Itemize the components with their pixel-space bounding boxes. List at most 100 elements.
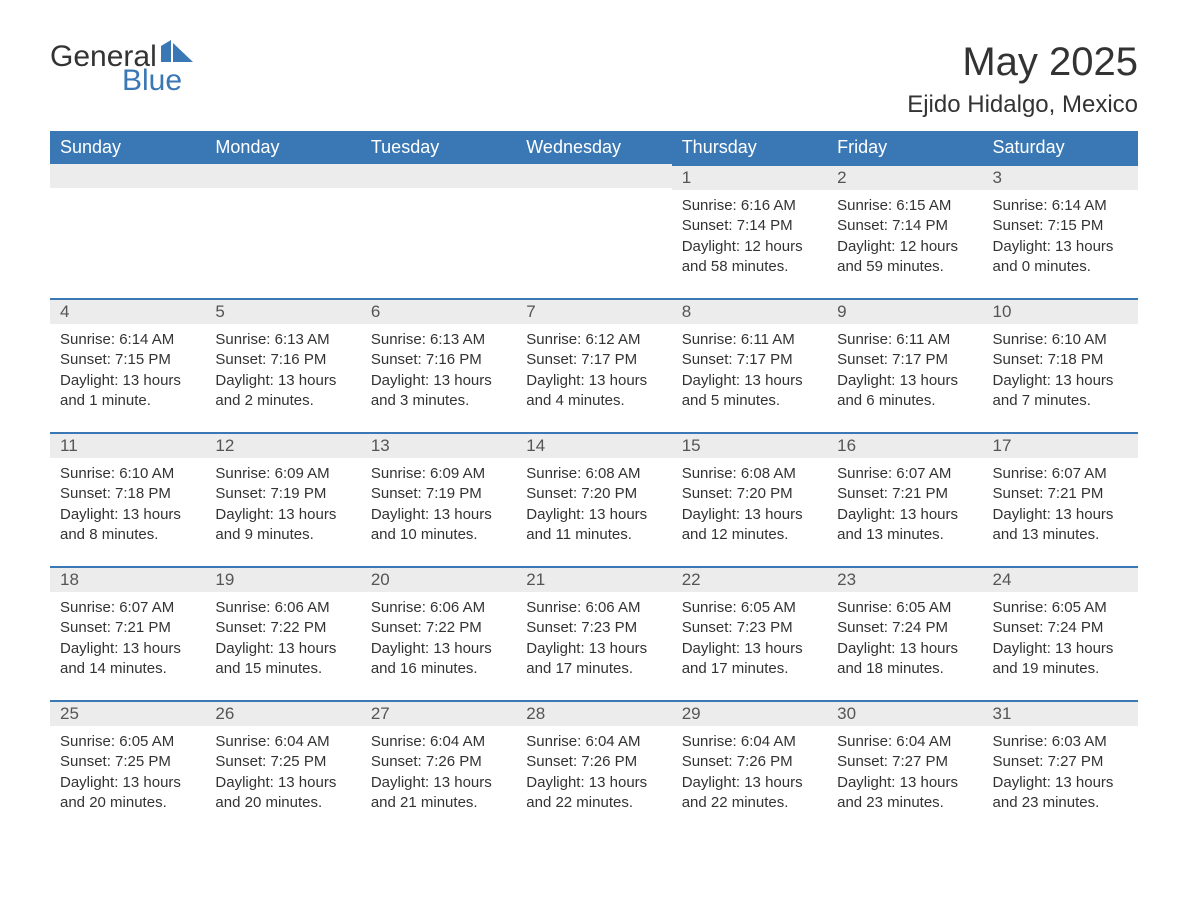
- day-details: Sunrise: 6:06 AMSunset: 7:23 PMDaylight:…: [516, 592, 671, 683]
- sunset-text: Sunset: 7:16 PM: [215, 350, 350, 370]
- sunrise-text: Sunrise: 6:04 AM: [371, 732, 506, 752]
- sunset-text: Sunset: 7:26 PM: [682, 752, 817, 772]
- sunrise-text: Sunrise: 6:04 AM: [215, 732, 350, 752]
- day-details: Sunrise: 6:06 AMSunset: 7:22 PMDaylight:…: [361, 592, 516, 683]
- day-details: Sunrise: 6:04 AMSunset: 7:25 PMDaylight:…: [205, 726, 360, 817]
- calendar-day-cell: 12Sunrise: 6:09 AMSunset: 7:19 PMDayligh…: [205, 432, 360, 566]
- calendar-day-cell: 13Sunrise: 6:09 AMSunset: 7:19 PMDayligh…: [361, 432, 516, 566]
- daylight-text-line2: and 7 minutes.: [993, 391, 1128, 411]
- day-details: Sunrise: 6:09 AMSunset: 7:19 PMDaylight:…: [361, 458, 516, 549]
- calendar-day-cell: [205, 164, 360, 298]
- day-number: 2: [827, 164, 982, 190]
- daylight-text-line1: Daylight: 13 hours: [371, 371, 506, 391]
- day-details: Sunrise: 6:03 AMSunset: 7:27 PMDaylight:…: [983, 726, 1138, 817]
- day-details: Sunrise: 6:07 AMSunset: 7:21 PMDaylight:…: [827, 458, 982, 549]
- day-details: Sunrise: 6:14 AMSunset: 7:15 PMDaylight:…: [50, 324, 205, 415]
- day-number: 30: [827, 700, 982, 726]
- day-number: 1: [672, 164, 827, 190]
- sunset-text: Sunset: 7:27 PM: [993, 752, 1128, 772]
- day-number: 19: [205, 566, 360, 592]
- day-number: 18: [50, 566, 205, 592]
- calendar-day-cell: 16Sunrise: 6:07 AMSunset: 7:21 PMDayligh…: [827, 432, 982, 566]
- daylight-text-line2: and 23 minutes.: [837, 793, 972, 813]
- day-details: Sunrise: 6:04 AMSunset: 7:27 PMDaylight:…: [827, 726, 982, 817]
- day-details: Sunrise: 6:05 AMSunset: 7:24 PMDaylight:…: [983, 592, 1138, 683]
- day-details: Sunrise: 6:11 AMSunset: 7:17 PMDaylight:…: [827, 324, 982, 415]
- calendar-table: SundayMondayTuesdayWednesdayThursdayFrid…: [50, 131, 1138, 834]
- sunset-text: Sunset: 7:17 PM: [682, 350, 817, 370]
- sunrise-text: Sunrise: 6:11 AM: [837, 330, 972, 350]
- day-details: Sunrise: 6:15 AMSunset: 7:14 PMDaylight:…: [827, 190, 982, 281]
- sunrise-text: Sunrise: 6:07 AM: [60, 598, 195, 618]
- daylight-text-line1: Daylight: 13 hours: [993, 773, 1128, 793]
- calendar-week-row: 25Sunrise: 6:05 AMSunset: 7:25 PMDayligh…: [50, 700, 1138, 834]
- day-number: 10: [983, 298, 1138, 324]
- day-details: Sunrise: 6:04 AMSunset: 7:26 PMDaylight:…: [361, 726, 516, 817]
- day-number: 14: [516, 432, 671, 458]
- calendar-week-row: 1Sunrise: 6:16 AMSunset: 7:14 PMDaylight…: [50, 164, 1138, 298]
- day-details: Sunrise: 6:09 AMSunset: 7:19 PMDaylight:…: [205, 458, 360, 549]
- day-number: 11: [50, 432, 205, 458]
- day-details: Sunrise: 6:10 AMSunset: 7:18 PMDaylight:…: [983, 324, 1138, 415]
- sunrise-text: Sunrise: 6:05 AM: [993, 598, 1128, 618]
- sunset-text: Sunset: 7:25 PM: [215, 752, 350, 772]
- daylight-text-line1: Daylight: 13 hours: [60, 505, 195, 525]
- daylight-text-line2: and 9 minutes.: [215, 525, 350, 545]
- calendar-day-cell: 24Sunrise: 6:05 AMSunset: 7:24 PMDayligh…: [983, 566, 1138, 700]
- sunset-text: Sunset: 7:17 PM: [837, 350, 972, 370]
- daylight-text-line2: and 6 minutes.: [837, 391, 972, 411]
- sunset-text: Sunset: 7:16 PM: [371, 350, 506, 370]
- weekday-header: Wednesday: [516, 131, 671, 164]
- sunrise-text: Sunrise: 6:04 AM: [682, 732, 817, 752]
- daylight-text-line1: Daylight: 13 hours: [682, 505, 817, 525]
- daylight-text-line1: Daylight: 13 hours: [60, 639, 195, 659]
- sunset-text: Sunset: 7:23 PM: [526, 618, 661, 638]
- sunset-text: Sunset: 7:19 PM: [371, 484, 506, 504]
- sunset-text: Sunset: 7:22 PM: [371, 618, 506, 638]
- daylight-text-line1: Daylight: 12 hours: [837, 237, 972, 257]
- flag-icon: [161, 40, 193, 66]
- sunrise-text: Sunrise: 6:06 AM: [371, 598, 506, 618]
- day-details: Sunrise: 6:16 AMSunset: 7:14 PMDaylight:…: [672, 190, 827, 281]
- day-number-empty: [361, 164, 516, 188]
- calendar-day-cell: 6Sunrise: 6:13 AMSunset: 7:16 PMDaylight…: [361, 298, 516, 432]
- daylight-text-line1: Daylight: 13 hours: [526, 505, 661, 525]
- daylight-text-line2: and 17 minutes.: [526, 659, 661, 679]
- day-number: 17: [983, 432, 1138, 458]
- sunrise-text: Sunrise: 6:08 AM: [526, 464, 661, 484]
- month-title: May 2025: [907, 40, 1138, 85]
- sunset-text: Sunset: 7:24 PM: [837, 618, 972, 638]
- daylight-text-line1: Daylight: 13 hours: [526, 773, 661, 793]
- calendar-day-cell: 17Sunrise: 6:07 AMSunset: 7:21 PMDayligh…: [983, 432, 1138, 566]
- weekday-header: Sunday: [50, 131, 205, 164]
- calendar-day-cell: 27Sunrise: 6:04 AMSunset: 7:26 PMDayligh…: [361, 700, 516, 834]
- daylight-text-line2: and 1 minute.: [60, 391, 195, 411]
- daylight-text-line1: Daylight: 13 hours: [993, 371, 1128, 391]
- sunrise-text: Sunrise: 6:05 AM: [682, 598, 817, 618]
- day-number-empty: [205, 164, 360, 188]
- daylight-text-line1: Daylight: 13 hours: [215, 371, 350, 391]
- day-number: 29: [672, 700, 827, 726]
- calendar-day-cell: 11Sunrise: 6:10 AMSunset: 7:18 PMDayligh…: [50, 432, 205, 566]
- daylight-text-line1: Daylight: 13 hours: [215, 639, 350, 659]
- sunrise-text: Sunrise: 6:03 AM: [993, 732, 1128, 752]
- daylight-text-line2: and 18 minutes.: [837, 659, 972, 679]
- day-details: Sunrise: 6:08 AMSunset: 7:20 PMDaylight:…: [672, 458, 827, 549]
- day-number: 9: [827, 298, 982, 324]
- sunrise-text: Sunrise: 6:13 AM: [215, 330, 350, 350]
- daylight-text-line1: Daylight: 13 hours: [682, 371, 817, 391]
- calendar-day-cell: 28Sunrise: 6:04 AMSunset: 7:26 PMDayligh…: [516, 700, 671, 834]
- day-number: 31: [983, 700, 1138, 726]
- daylight-text-line2: and 19 minutes.: [993, 659, 1128, 679]
- daylight-text-line2: and 5 minutes.: [682, 391, 817, 411]
- daylight-text-line2: and 10 minutes.: [371, 525, 506, 545]
- calendar-day-cell: 3Sunrise: 6:14 AMSunset: 7:15 PMDaylight…: [983, 164, 1138, 298]
- calendar-day-cell: 25Sunrise: 6:05 AMSunset: 7:25 PMDayligh…: [50, 700, 205, 834]
- calendar-day-cell: 26Sunrise: 6:04 AMSunset: 7:25 PMDayligh…: [205, 700, 360, 834]
- sunset-text: Sunset: 7:15 PM: [993, 216, 1128, 236]
- sunrise-text: Sunrise: 6:07 AM: [837, 464, 972, 484]
- calendar-day-cell: [50, 164, 205, 298]
- day-details: Sunrise: 6:12 AMSunset: 7:17 PMDaylight:…: [516, 324, 671, 415]
- daylight-text-line1: Daylight: 13 hours: [682, 773, 817, 793]
- logo-text-blue: Blue: [122, 66, 193, 96]
